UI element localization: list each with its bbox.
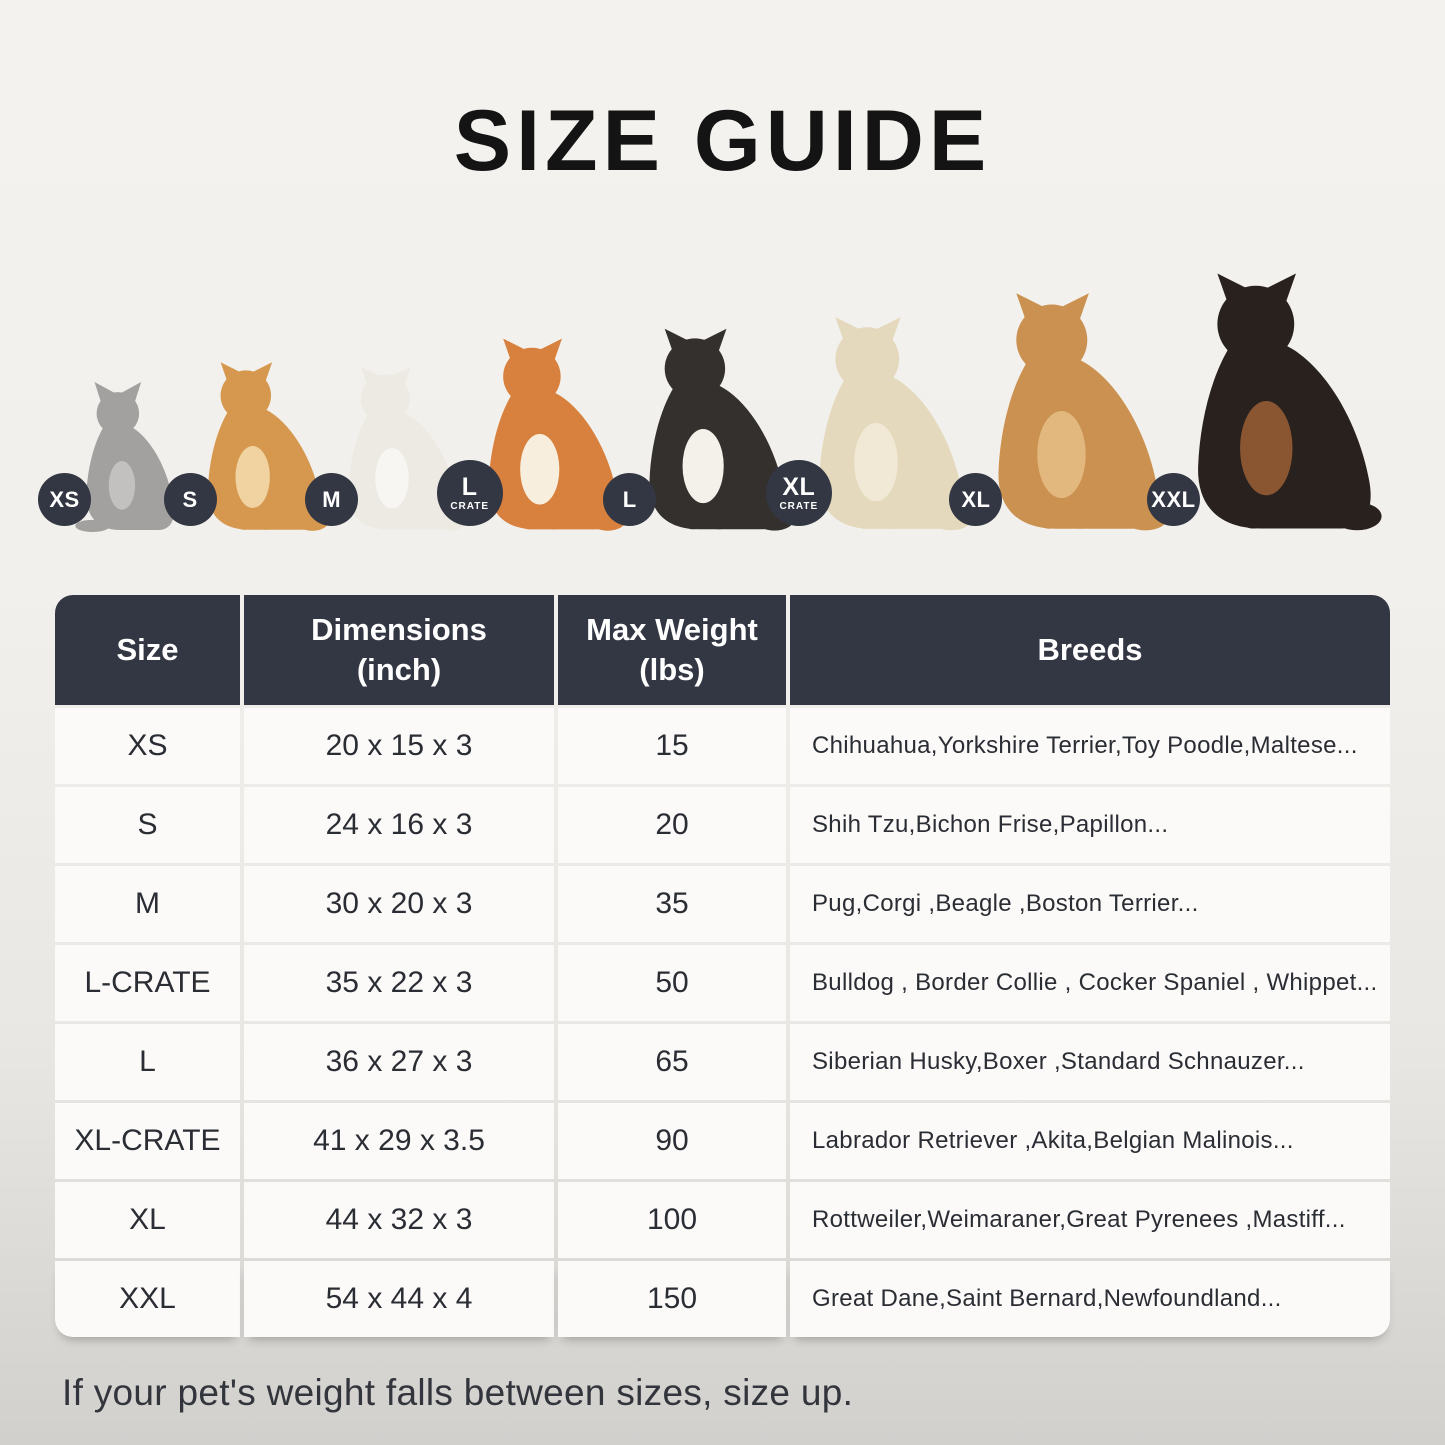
shiba-inu-figure: L CRATE (436, 336, 630, 532)
table-cell-size: L-CRATE (55, 945, 240, 1021)
table-cell-dimensions: 36 x 27 x 3 (244, 1024, 554, 1100)
size-badge-xl: XL (949, 473, 1003, 526)
table-cell-max-weight: 65 (558, 1024, 786, 1100)
animal-size-lineup: XS S M L CRATE L (38, 268, 1387, 532)
size-badge-s: S (163, 473, 217, 526)
size-badge-label: M (322, 486, 342, 512)
doberman-figure: XXL (1146, 270, 1387, 532)
size-badge-label: XL (782, 472, 816, 501)
page-title: SIZE GUIDE (453, 93, 992, 189)
table-cell-size: XXL (55, 1261, 240, 1337)
golden-retriever-figure: XL (949, 290, 1173, 532)
column-header-max-weight: Max Weight (lbs) (558, 595, 786, 705)
column-header-dimensions: Dimensions (inch) (244, 595, 554, 705)
table-cell-breeds: Great Dane,Saint Bernard,Newfoundland... (790, 1261, 1390, 1337)
size-badge-label: S (182, 486, 198, 512)
table-cell-dimensions: 35 x 22 x 3 (244, 945, 554, 1021)
table-cell-breeds: Pug,Corgi ,Beagle ,Boston Terrier... (790, 866, 1390, 942)
table-cell-size: XS (55, 708, 240, 784)
table-cell-breeds: Siberian Husky,Boxer ,Standard Schnauzer… (790, 1024, 1390, 1100)
size-guide-table: Size Dimensions (inch) Max Weight (lbs) … (55, 595, 1390, 1337)
pomeranian-figure: S (163, 360, 332, 532)
sizing-advice-note: If your pet's weight falls between sizes… (62, 1372, 854, 1413)
size-badge-xxl: XXL (1146, 473, 1200, 526)
cat-figure: XS (38, 380, 190, 532)
table-cell-dimensions: 24 x 16 x 3 (244, 787, 554, 863)
column-header-breeds: Breeds (790, 595, 1390, 705)
size-badge-l-crate: L CRATE (436, 460, 503, 526)
table-cell-dimensions: 30 x 20 x 3 (244, 866, 554, 942)
table-cell-max-weight: 15 (558, 708, 786, 784)
table-cell-max-weight: 35 (558, 866, 786, 942)
size-badge-label: L (461, 472, 478, 501)
size-badge-label: XL (961, 486, 991, 512)
size-badge-label: XS (49, 486, 80, 512)
size-badge-l: L (603, 473, 657, 526)
table-cell-max-weight: 50 (558, 945, 786, 1021)
size-badge-m: M (305, 473, 359, 526)
size-badge-label: L (622, 486, 637, 512)
table-cell-size: XL (55, 1182, 240, 1258)
french-bulldog-figure: M (305, 364, 469, 532)
table-cell-size: M (55, 866, 240, 942)
table-cell-size: L (55, 1024, 240, 1100)
table-cell-breeds: Labrador Retriever ,Akita,Belgian Malino… (790, 1103, 1390, 1179)
golden-retriever-illustration (979, 290, 1173, 532)
table-cell-breeds: Rottweiler,Weimaraner,Great Pyrenees ,Ma… (790, 1182, 1390, 1258)
table-cell-max-weight: 20 (558, 787, 786, 863)
column-header-size: Size (55, 595, 240, 705)
size-badge-sublabel: CRATE (450, 500, 490, 512)
table-cell-dimensions: 41 x 29 x 3.5 (244, 1103, 554, 1179)
size-badge-xl-crate: XL CRATE (765, 460, 832, 526)
table-cell-breeds: Shih Tzu,Bichon Frise,Papillon... (790, 787, 1390, 863)
table-cell-size: XL-CRATE (55, 1103, 240, 1179)
size-badge-sublabel: CRATE (779, 500, 819, 512)
table-cell-max-weight: 90 (558, 1103, 786, 1179)
size-badge-label: XXL (1151, 486, 1196, 512)
border-collie-figure: L (603, 326, 798, 532)
table-cell-breeds: Chihuahua,Yorkshire Terrier,Toy Poodle,M… (790, 708, 1390, 784)
doberman-illustration (1177, 270, 1387, 532)
table-cell-dimensions: 44 x 32 x 3 (244, 1182, 554, 1258)
table-cell-dimensions: 20 x 15 x 3 (244, 708, 554, 784)
size-badge-xs: XS (38, 473, 91, 526)
table-cell-max-weight: 100 (558, 1182, 786, 1258)
table-cell-size: S (55, 787, 240, 863)
table-cell-max-weight: 150 (558, 1261, 786, 1337)
table-cell-breeds: Bulldog , Border Collie , Cocker Spaniel… (790, 945, 1390, 1021)
table-cell-dimensions: 54 x 44 x 4 (244, 1261, 554, 1337)
labrador-figure: XL CRATE (765, 314, 976, 532)
